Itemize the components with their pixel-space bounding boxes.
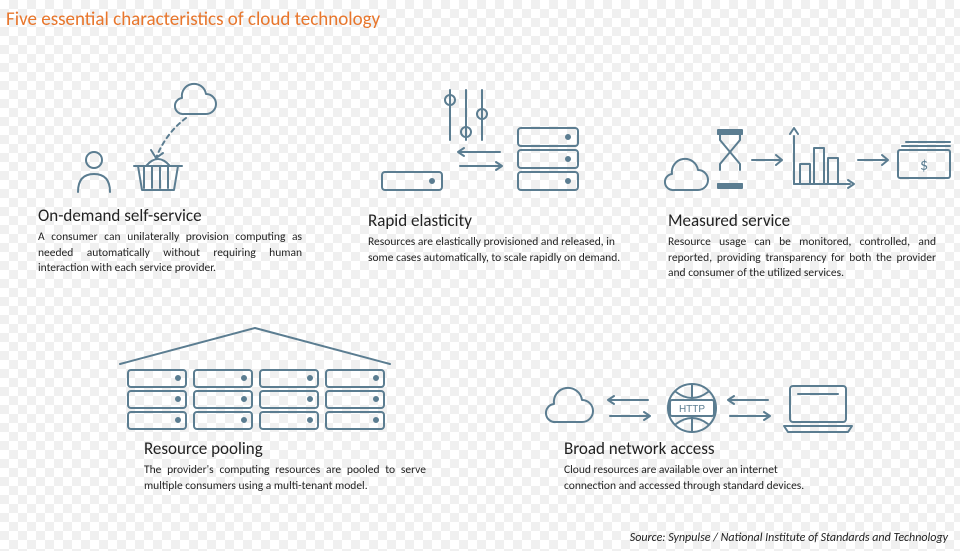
resource-pooling-icon: [110, 320, 400, 435]
on-demand-card: On-demand self-service A consumer can un…: [38, 205, 302, 277]
measured-service-icon: $: [660, 120, 960, 200]
pooling-body: The provider's computing resources are p…: [144, 463, 426, 494]
rapid-heading: Rapid elasticity: [368, 210, 624, 231]
source-line: Source: Synpulse / National Institute of…: [630, 531, 948, 545]
on-demand-heading: On-demand self-service: [38, 205, 302, 226]
svg-text:$: $: [920, 156, 928, 175]
measured-heading: Measured service: [668, 210, 936, 231]
svg-text:HTTP: HTTP: [679, 404, 705, 415]
measured-body: Resource usage can be monitored, control…: [668, 235, 936, 282]
pooling-card: Resource pooling The provider's computin…: [144, 438, 426, 494]
pooling-heading: Resource pooling: [144, 438, 426, 459]
network-heading: Broad network access: [564, 438, 830, 459]
network-card: Broad network access Cloud resources are…: [564, 438, 830, 494]
on-demand-body: A consumer can unilaterally provision co…: [38, 230, 302, 277]
measured-card: Measured service Resource usage can be m…: [668, 210, 936, 282]
rapid-body: Resources are elastically provisioned an…: [368, 235, 624, 266]
page-title: Five essential characteristics of cloud …: [6, 8, 380, 31]
on-demand-icon: [56, 76, 256, 196]
network-access-icon: HTTP: [540, 370, 870, 440]
rapid-card: Rapid elasticity Resources are elastical…: [368, 210, 624, 266]
rapid-elasticity-icon: [378, 80, 588, 200]
network-body: Cloud resources are available over an in…: [564, 463, 830, 494]
